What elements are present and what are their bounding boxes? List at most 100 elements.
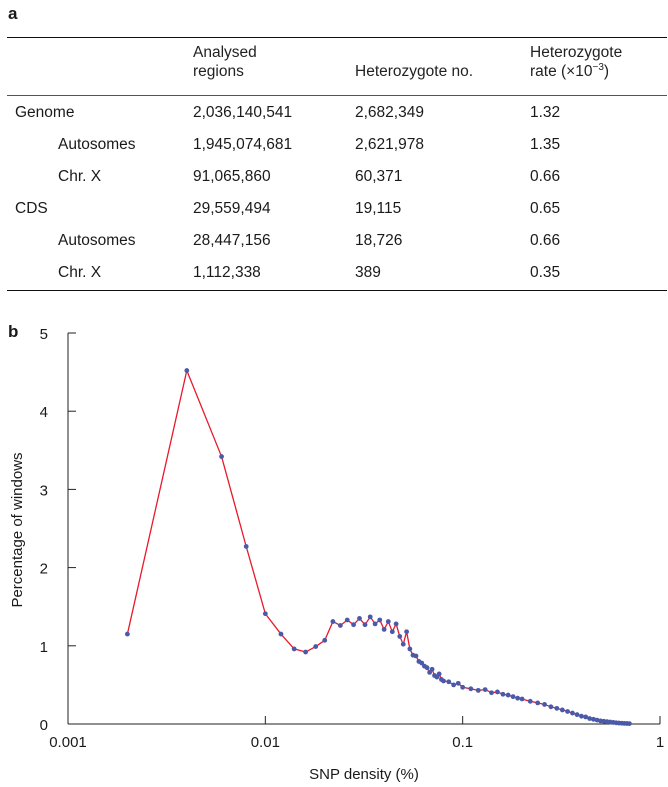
series-line — [126, 369, 630, 725]
cell-regions: 1,112,338 — [193, 264, 261, 281]
chart-series — [125, 368, 632, 727]
data-point — [393, 621, 399, 627]
y-tick-label: 1 — [40, 639, 48, 656]
data-point — [441, 678, 446, 684]
data-point — [404, 629, 410, 635]
data-point — [397, 634, 403, 639]
data-point — [413, 653, 419, 659]
table-top-rule — [7, 37, 667, 39]
header-rate-suffix: ) — [603, 63, 610, 80]
data-point — [351, 622, 356, 628]
cell-rate: 0.66 — [530, 232, 561, 249]
data-point — [587, 716, 593, 721]
data-point — [184, 368, 190, 373]
x-tick-label: 0.001 — [49, 734, 87, 751]
header-analysed-regions-line1: Analysed — [193, 44, 257, 61]
data-point — [291, 646, 297, 652]
cell-het-no: 389 — [355, 264, 381, 281]
y-tick-label: 2 — [40, 561, 48, 578]
data-point — [219, 454, 224, 459]
cell-regions: 28,447,156 — [193, 232, 271, 249]
data-point — [262, 611, 268, 617]
panel-label-a: a — [8, 4, 18, 23]
header-rate-prefix: rate (×10 — [530, 63, 593, 80]
header-heterozygote-rate-line2: rate (×10−3) — [530, 63, 609, 81]
row-label: Autosomes — [58, 136, 136, 153]
data-point — [559, 707, 565, 713]
data-point — [429, 666, 435, 672]
data-point — [424, 665, 430, 671]
data-point — [505, 692, 511, 698]
row-label: Chr. X — [58, 168, 102, 185]
data-point — [570, 710, 575, 716]
cell-het-no: 2,621,978 — [355, 136, 424, 153]
data-point — [542, 702, 547, 707]
header-analysed-regions-line2: regions — [193, 63, 244, 80]
data-point — [362, 622, 368, 628]
cell-regions: 1,945,074,681 — [193, 136, 293, 153]
data-point — [436, 671, 442, 677]
table-bottom-rule — [7, 290, 667, 292]
cell-regions: 2,036,140,541 — [193, 104, 293, 121]
data-point — [519, 696, 525, 702]
x-tick-label: 1 — [656, 734, 664, 751]
data-point — [495, 689, 500, 695]
data-point — [381, 626, 387, 632]
data-point — [389, 629, 395, 635]
row-label: CDS — [15, 200, 48, 217]
cell-rate: 1.35 — [530, 136, 561, 153]
y-axis-label: Percentage of windows — [9, 452, 26, 607]
data-point — [278, 631, 284, 637]
cell-regions: 29,559,494 — [193, 200, 271, 217]
data-point — [303, 649, 309, 655]
data-point — [243, 544, 249, 549]
chart-ticks: 0 1 2 3 4 5 0.001 0.01 0.1 1 — [40, 326, 665, 751]
data-point — [468, 686, 474, 692]
data-point — [400, 641, 406, 647]
header-rate-exponent: −3 — [592, 62, 604, 73]
data-point — [372, 621, 378, 627]
cell-rate: 1.32 — [530, 104, 561, 121]
x-tick-label: 0.1 — [452, 734, 473, 751]
row-label: Autosomes — [58, 232, 136, 249]
y-tick-label: 5 — [40, 326, 48, 343]
row-label: Chr. X — [58, 264, 102, 281]
cell-regions: 91,065,860 — [193, 168, 271, 185]
y-tick-label: 3 — [40, 482, 48, 499]
data-point — [627, 721, 632, 727]
data-point — [527, 698, 533, 704]
table-header-rule — [7, 95, 667, 96]
cell-rate: 0.35 — [530, 264, 561, 281]
data-point — [565, 709, 570, 714]
data-point — [322, 637, 328, 643]
data-point — [482, 687, 488, 692]
data-point — [313, 644, 319, 649]
cell-rate: 0.66 — [530, 168, 561, 185]
x-tick-label: 0.01 — [251, 734, 280, 751]
data-point — [500, 691, 506, 697]
data-point — [377, 617, 383, 623]
data-point — [407, 646, 413, 652]
header-heterozygote-no: Heterozygote no. — [355, 63, 474, 80]
chart-axes — [67, 333, 660, 725]
cell-het-no: 2,682,349 — [355, 104, 424, 121]
cell-het-no: 19,115 — [355, 200, 402, 217]
data-point — [125, 631, 130, 637]
header-heterozygote-rate-line1: Heterozygote — [530, 44, 623, 61]
panel-label-b: b — [8, 322, 19, 341]
x-axis-label: SNP density (%) — [309, 766, 419, 783]
data-point — [451, 682, 457, 688]
data-point — [330, 619, 336, 624]
data-point — [548, 704, 554, 710]
data-point — [515, 695, 521, 701]
data-point — [510, 694, 516, 700]
data-point — [489, 690, 494, 696]
data-point — [385, 619, 391, 624]
data-point — [455, 680, 461, 686]
data-point — [475, 687, 481, 693]
data-point — [460, 684, 466, 690]
cell-rate: 0.65 — [530, 200, 561, 217]
data-point — [535, 700, 541, 706]
cell-het-no: 18,726 — [355, 232, 403, 249]
